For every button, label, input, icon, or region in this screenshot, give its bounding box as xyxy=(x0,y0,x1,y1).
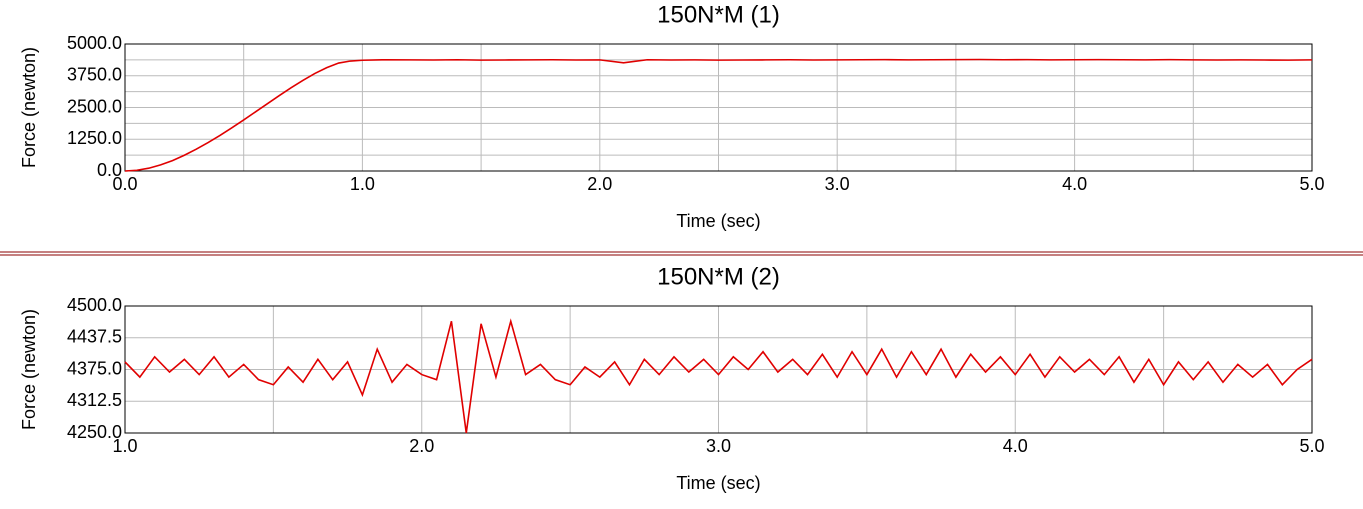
y-tick-label: 4437.5 xyxy=(67,327,122,347)
x-tick-label: 1.0 xyxy=(112,436,137,456)
x-tick-label: 4.0 xyxy=(1062,174,1087,194)
data-line xyxy=(124,318,1313,434)
x-tick-label: 4.0 xyxy=(1003,436,1028,456)
x-tick-label: 3.0 xyxy=(825,174,850,194)
y-axis-title: Force (newton) xyxy=(19,47,39,168)
y-tick-label: 4312.5 xyxy=(67,390,122,410)
y-tick-label: 2500.0 xyxy=(67,96,122,116)
x-tick-label: 5.0 xyxy=(1299,436,1324,456)
x-axis-title: Time (sec) xyxy=(676,473,760,493)
x-tick-label: 5.0 xyxy=(1299,174,1324,194)
data-line xyxy=(124,58,1313,172)
x-tick-label: 0.0 xyxy=(112,174,137,194)
y-tick-label: 1250.0 xyxy=(67,128,122,148)
chart-title: 150N*M (2) xyxy=(657,263,780,290)
x-tick-label: 2.0 xyxy=(409,436,434,456)
y-tick-label: 0.0 xyxy=(97,160,122,180)
x-tick-label: 2.0 xyxy=(587,174,612,194)
y-axis-title: Force (newton) xyxy=(19,309,39,430)
y-tick-label: 4250.0 xyxy=(67,422,122,442)
chart-title: 150N*M (1) xyxy=(657,1,780,28)
plot-frame xyxy=(124,305,1313,434)
x-tick-label: 3.0 xyxy=(706,436,731,456)
x-tick-label: 1.0 xyxy=(350,174,375,194)
y-tick-label: 3750.0 xyxy=(67,65,122,85)
plot-frame xyxy=(124,43,1313,172)
y-tick-label: 5000.0 xyxy=(67,33,122,53)
y-tick-label: 4375.0 xyxy=(67,358,122,378)
y-tick-label: 4500.0 xyxy=(67,295,122,315)
x-axis-title: Time (sec) xyxy=(676,211,760,231)
